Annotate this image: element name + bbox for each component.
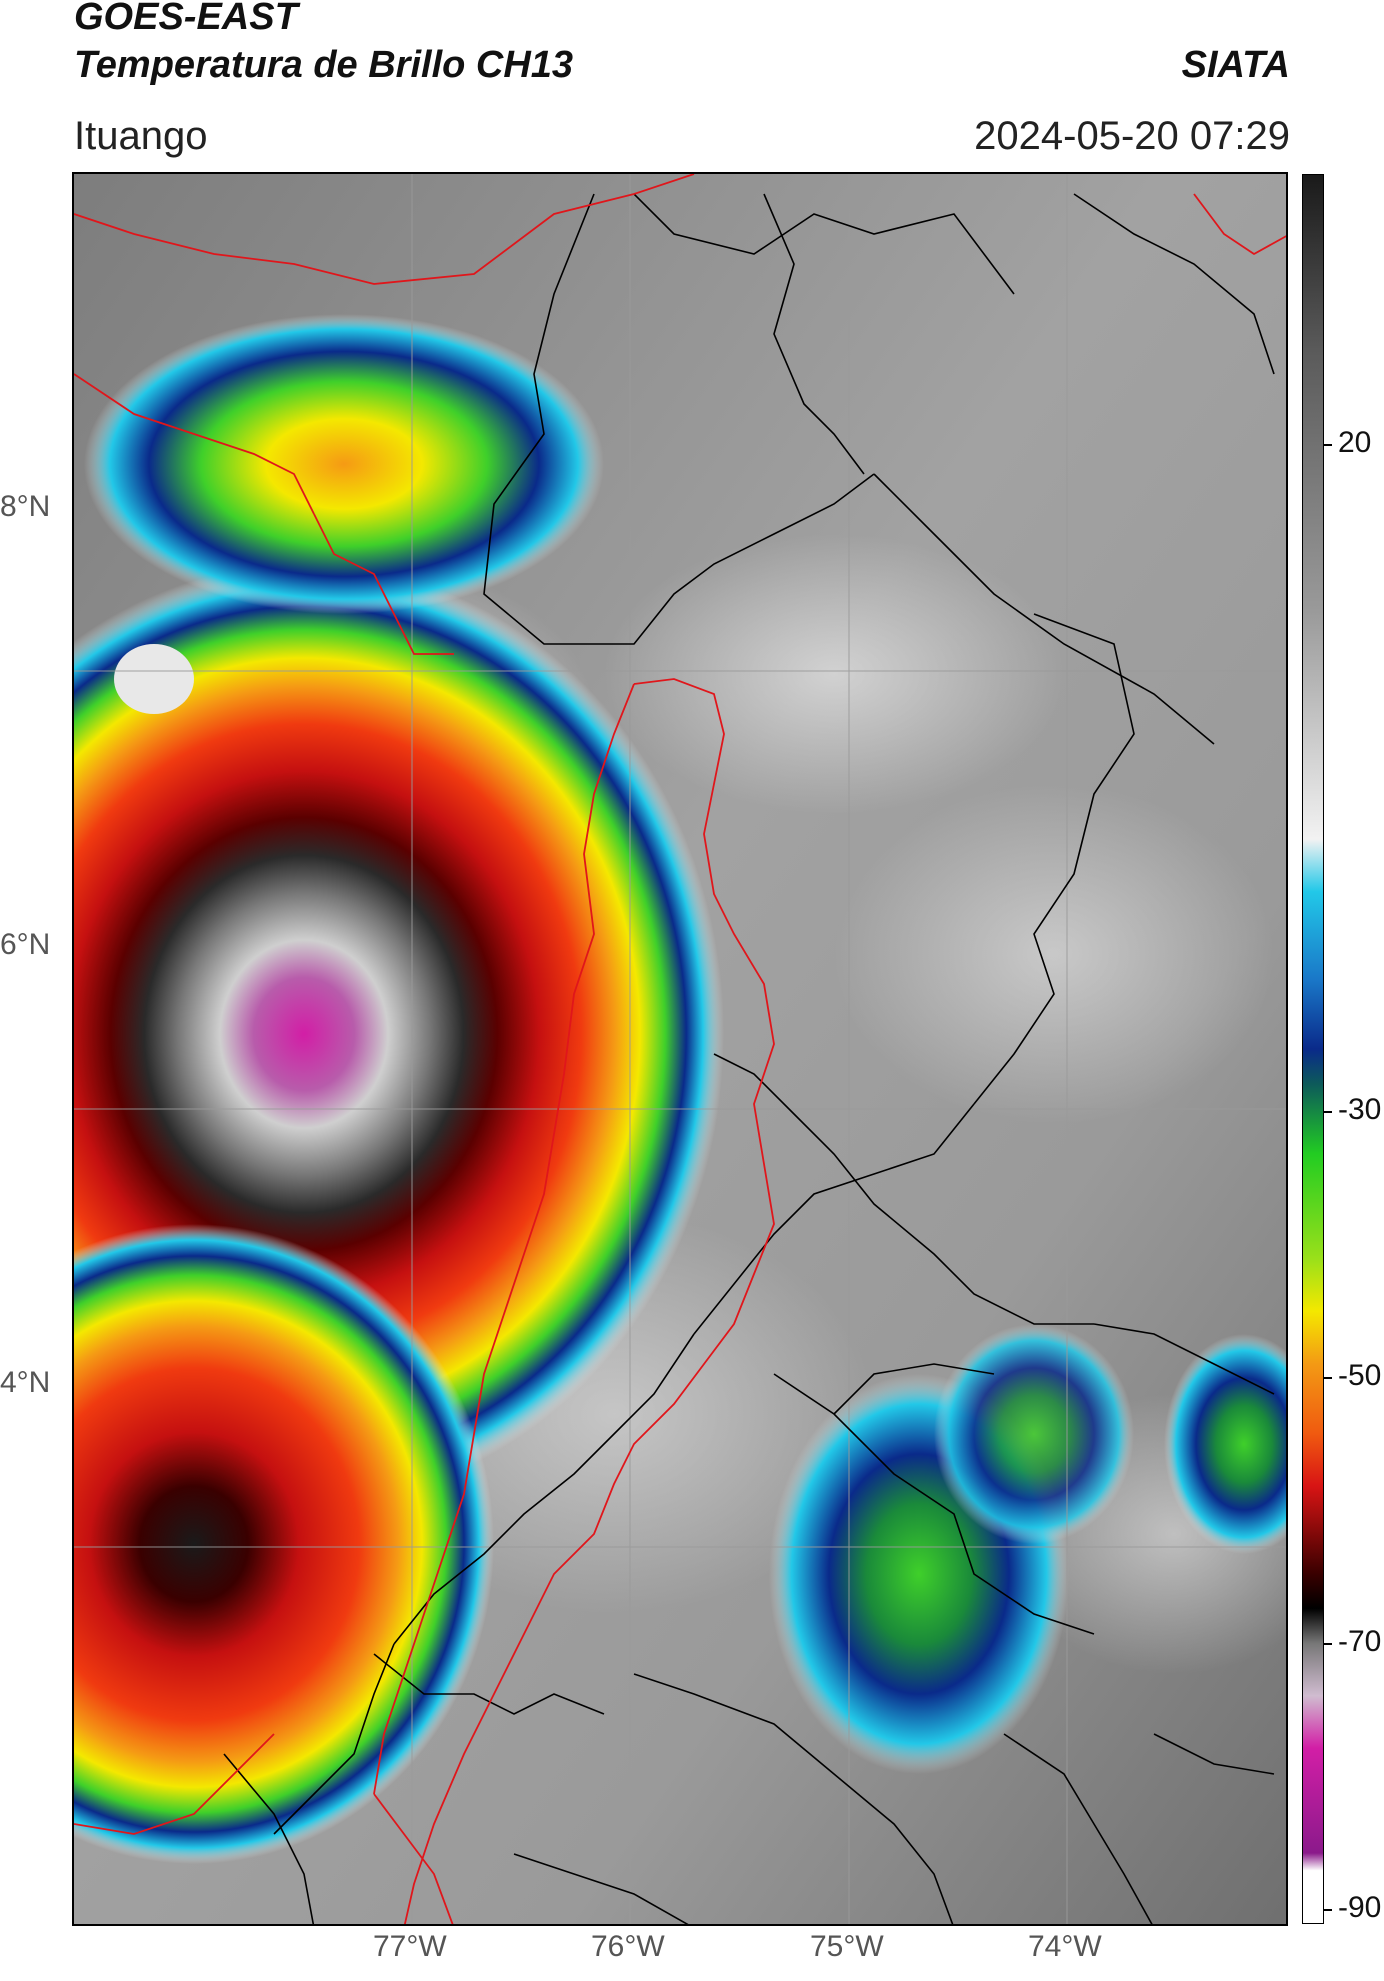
colorbar-label-minus90: -90 xyxy=(1338,1891,1382,1924)
product-title: Temperatura de Brillo CH13 xyxy=(74,44,574,86)
location-label: Ituango xyxy=(74,114,208,158)
lon-label-77w: 77°W xyxy=(373,1930,447,1963)
satellite-map xyxy=(72,172,1288,1926)
department-borders xyxy=(223,193,1275,1924)
colorbar-tick xyxy=(1324,1111,1332,1113)
colorbar-label-minus70: -70 xyxy=(1338,1625,1382,1658)
datetime-label: 2024-05-20 07:29 xyxy=(974,114,1290,158)
lon-label-74w: 74°W xyxy=(1028,1930,1102,1963)
lon-label-76w: 76°W xyxy=(591,1930,665,1963)
highlight-boundary xyxy=(74,174,1286,1924)
brightness-temperature-image xyxy=(74,174,1286,1924)
colorbar-tick xyxy=(1324,1909,1332,1911)
colorbar-tick xyxy=(1324,1377,1332,1379)
colorbar-label-20: 20 xyxy=(1338,426,1372,459)
lat-label-6n: 6°N xyxy=(0,928,51,961)
lat-label-8n: 8°N xyxy=(0,490,51,523)
satellite-title: GOES-EAST xyxy=(74,0,298,38)
colorbar-tick xyxy=(1324,444,1332,446)
lon-label-75w: 75°W xyxy=(810,1930,884,1963)
northern-storm-cell xyxy=(84,314,604,614)
agency-label: SIATA xyxy=(1181,44,1290,86)
temperature-colorbar xyxy=(1302,174,1324,1924)
lat-label-4n: 4°N xyxy=(0,1366,51,1399)
colorbar-label-minus50: -50 xyxy=(1338,1359,1382,1392)
colorbar-label-minus30: -30 xyxy=(1338,1093,1382,1126)
colorbar-tick xyxy=(1324,1643,1332,1645)
southern-storm-cell xyxy=(74,1224,494,1864)
graticule xyxy=(74,174,1286,1924)
